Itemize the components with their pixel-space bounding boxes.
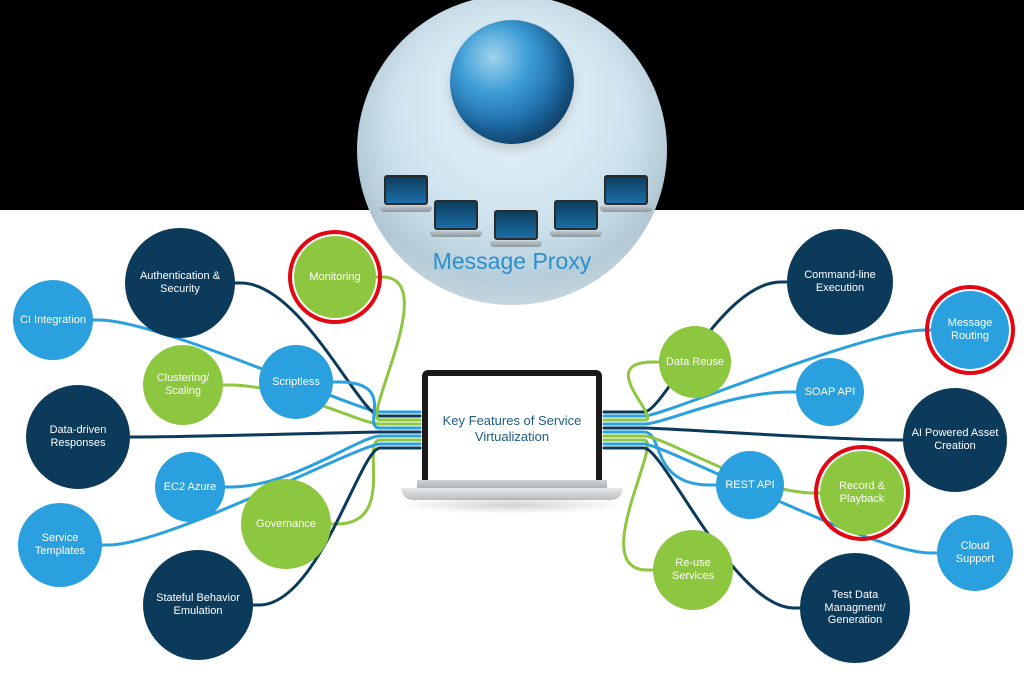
node-data-driven: Data-driven Responses <box>26 385 130 489</box>
node-test-data: Test Data Managment/ Generation <box>800 553 910 663</box>
edge-data-driven <box>88 432 420 437</box>
center-keyboard <box>417 480 607 488</box>
mini-laptop-icon <box>490 210 542 246</box>
diagram-stage: Message Proxy Key Features of Service Vi… <box>0 0 1024 679</box>
center-screen-frame: Key Features of Service Virtualization <box>422 370 602 488</box>
mini-laptop-icon <box>550 200 602 236</box>
node-data-reuse: Data Reuse <box>659 326 731 398</box>
node-ci-integration: CI Integration <box>13 280 93 360</box>
node-monitoring: Monitoring <box>294 236 376 318</box>
mini-laptop-icon <box>430 200 482 236</box>
edge-ai-asset <box>604 428 945 440</box>
edge-soap-api <box>604 392 823 424</box>
node-governance: Governance <box>241 479 331 569</box>
center-laptop: Key Features of Service Virtualization <box>422 370 623 500</box>
node-ai-asset: AI Powered Asset Creation <box>903 388 1007 492</box>
node-rest-api: REST API <box>716 451 784 519</box>
node-stateful: Stateful Behavior Emulation <box>143 550 253 660</box>
hero-label: Message Proxy <box>422 248 602 275</box>
edge-ci-integration <box>61 320 420 412</box>
hero-circle: Message Proxy <box>357 0 667 305</box>
node-record-playback: Record & Playback <box>820 451 904 535</box>
mini-laptop-icon <box>600 175 652 211</box>
center-shadow <box>397 496 627 514</box>
node-ec2-azure: EC2 Azure <box>155 452 225 522</box>
globe-icon <box>450 20 574 144</box>
node-msg-routing: Message Routing <box>931 291 1009 369</box>
node-cloud-support: Cloud Support <box>937 515 1013 591</box>
node-clustering-scaling: Clustering/ Scaling <box>143 345 223 425</box>
node-soap-api: SOAP API <box>796 358 864 426</box>
node-scriptless: Scriptless <box>259 345 333 419</box>
node-reuse-services: Re-use Services <box>653 530 733 610</box>
center-title: Key Features of Service Virtualization <box>428 376 596 482</box>
node-auth-security: Authentication & Security <box>125 228 235 338</box>
edge-msg-routing <box>604 330 962 416</box>
node-cmdline: Command-line Execution <box>787 229 893 335</box>
node-service-templates: Service Templates <box>18 503 102 587</box>
edge-ec2-azure <box>197 436 420 487</box>
mini-laptop-icon <box>380 175 432 211</box>
